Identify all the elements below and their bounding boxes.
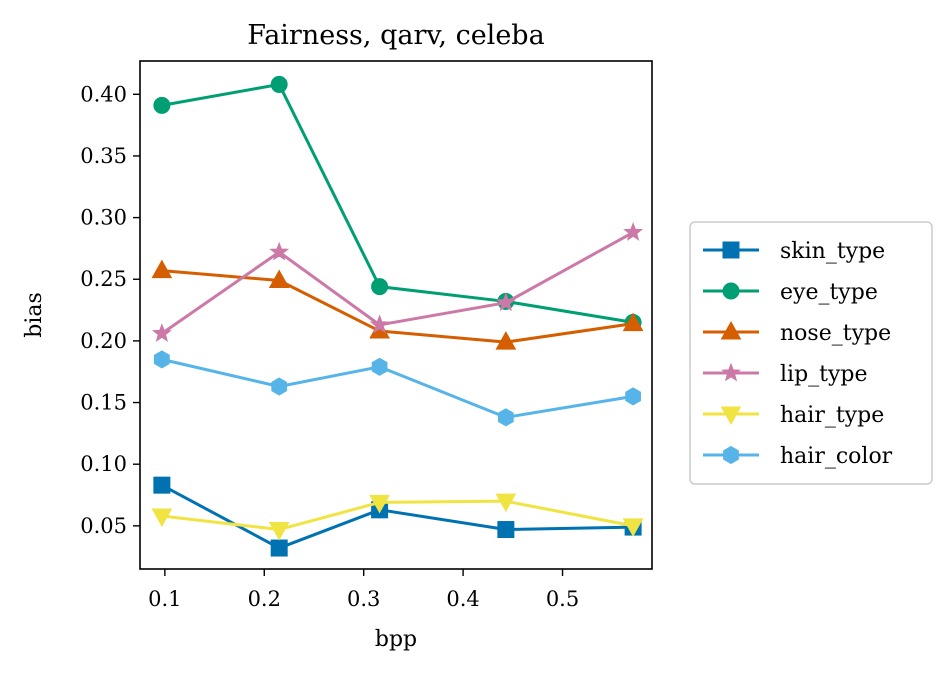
legend: skin_type eye_type nose_type lip_type hair_t… xyxy=(689,221,933,485)
data-point xyxy=(151,259,173,279)
series-skin-type xyxy=(153,476,642,557)
x-tick-label: 0.2 xyxy=(248,587,281,611)
data-point xyxy=(625,387,641,406)
legend-item: skin_type xyxy=(703,239,885,264)
legend-item: hair_type xyxy=(703,403,884,428)
data-point xyxy=(369,494,390,514)
series-lip-type xyxy=(151,221,644,342)
data-point xyxy=(495,493,517,513)
legend-item: hair_color xyxy=(703,444,893,469)
data-point xyxy=(268,269,290,288)
series-line xyxy=(161,82,634,324)
series-line xyxy=(161,483,634,550)
data-point xyxy=(269,241,290,261)
x-tick-label: 0.4 xyxy=(446,587,479,611)
legend-label: skin_type xyxy=(780,239,885,264)
legend-frame xyxy=(689,221,933,485)
legend-label: lip_type xyxy=(780,362,868,387)
y-tick-label: 0.35 xyxy=(80,144,127,168)
legend-label: hair_type xyxy=(780,403,884,428)
data-point xyxy=(371,278,389,296)
data-point xyxy=(623,221,644,241)
data-point xyxy=(151,508,173,528)
series-line xyxy=(161,499,634,532)
y-tick-label: 0.05 xyxy=(80,514,127,538)
series-line xyxy=(161,357,634,419)
x-tick-label: 0.5 xyxy=(546,587,579,611)
data-point xyxy=(369,314,390,334)
legend-marker xyxy=(720,406,742,426)
y-tick-label: 0.30 xyxy=(80,206,127,230)
legend-item: eye_type xyxy=(703,280,878,305)
x-tick-label: 0.1 xyxy=(148,587,181,611)
data-point xyxy=(268,522,290,541)
data-point xyxy=(498,408,514,427)
series-hair-type xyxy=(151,493,644,541)
legend-label: eye_type xyxy=(780,280,878,305)
data-point xyxy=(495,331,517,350)
data-point xyxy=(270,75,288,93)
data-point xyxy=(622,312,644,332)
legend-marker xyxy=(720,320,742,340)
y-tick-label: 0.10 xyxy=(80,452,127,476)
series-nose-type xyxy=(151,259,644,350)
chart-title: Fairness, qarv, celeba xyxy=(247,20,544,51)
data-point xyxy=(154,350,170,369)
legend-label: nose_type xyxy=(780,321,891,346)
legend-marker xyxy=(722,241,740,259)
legend-label: hair_color xyxy=(780,444,893,469)
legend-marker xyxy=(721,362,741,382)
x-axis-label: bpp xyxy=(375,627,417,652)
data-point xyxy=(153,476,171,494)
plot-frame xyxy=(139,60,653,570)
y-tick-label: 0.40 xyxy=(80,82,127,106)
data-point xyxy=(271,377,288,396)
data-point xyxy=(495,292,516,312)
y-tick-label: 0.15 xyxy=(80,391,127,415)
series-line xyxy=(161,231,634,335)
data-point xyxy=(153,96,171,114)
data-point xyxy=(270,539,288,557)
legend-marker xyxy=(722,282,740,300)
x-tick-label: 0.3 xyxy=(347,587,380,611)
y-axis-label: bias xyxy=(22,292,47,338)
y-tick-label: 0.25 xyxy=(80,267,127,291)
data-point xyxy=(497,521,515,539)
data-point xyxy=(371,357,388,376)
series-hair-color xyxy=(154,350,641,427)
legend-item: lip_type xyxy=(703,362,868,387)
legend-marker xyxy=(723,445,739,465)
data-point xyxy=(151,323,172,342)
series-eye-type xyxy=(153,75,642,331)
series-line xyxy=(161,269,634,344)
data-point xyxy=(622,518,644,537)
legend-item: nose_type xyxy=(703,320,891,346)
y-tick-label: 0.20 xyxy=(80,329,127,353)
